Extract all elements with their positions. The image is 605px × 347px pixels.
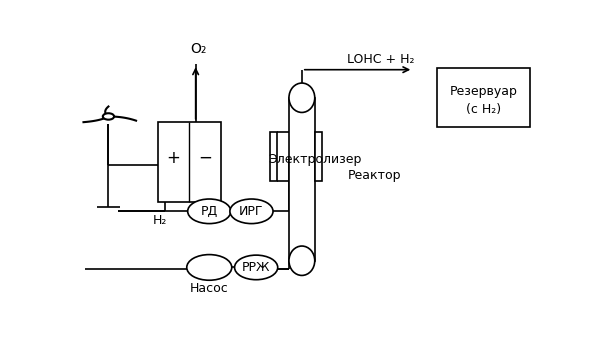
Text: O₂: O₂ — [190, 42, 206, 56]
Text: Реактор: Реактор — [347, 169, 401, 182]
Bar — [437, 68, 531, 127]
Text: ИРГ: ИРГ — [239, 205, 264, 218]
Text: РД: РД — [201, 205, 218, 218]
Text: РРЖ: РРЖ — [242, 261, 270, 274]
Bar — [270, 133, 277, 180]
Ellipse shape — [289, 246, 315, 276]
Ellipse shape — [289, 83, 315, 112]
Text: +: + — [166, 149, 180, 167]
Text: (с H₂): (с H₂) — [466, 103, 501, 116]
Circle shape — [187, 255, 232, 280]
Text: Электролизер: Электролизер — [268, 153, 361, 166]
Circle shape — [188, 199, 231, 223]
Text: −: − — [198, 149, 212, 167]
Bar — [289, 98, 315, 261]
Text: Насос: Насос — [190, 282, 229, 295]
Bar — [158, 122, 221, 202]
Circle shape — [103, 113, 114, 120]
Circle shape — [230, 199, 273, 223]
Text: LOHC + H₂: LOHC + H₂ — [347, 52, 415, 66]
Circle shape — [235, 255, 278, 280]
Text: Резервуар: Резервуар — [450, 85, 517, 98]
Bar — [315, 133, 322, 180]
Text: H₂: H₂ — [153, 214, 168, 227]
